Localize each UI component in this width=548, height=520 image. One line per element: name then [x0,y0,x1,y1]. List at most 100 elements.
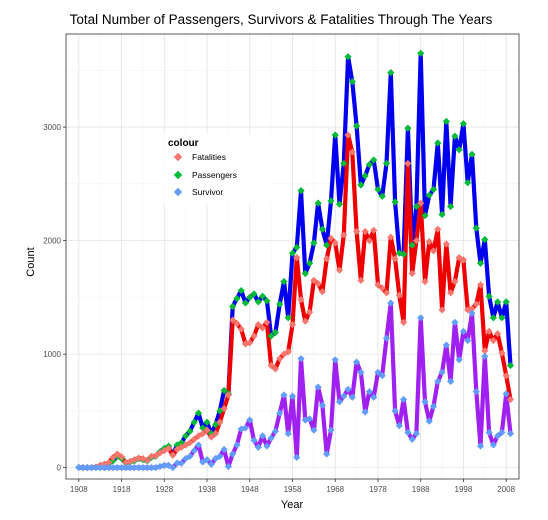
data-point-survivor [498,428,506,437]
data-point-fatalities [199,429,207,438]
data-point-survivor [105,464,113,472]
x-tick-label: 1938 [198,485,216,494]
data-point-survivor [335,398,344,406]
data-point-passengers [489,314,497,322]
data-point-fatalities [429,247,438,255]
data-point-passengers [391,198,399,206]
data-point-passengers [182,432,190,440]
data-point-passengers [263,297,271,305]
y-tick-label: 1000 [43,350,61,359]
data-point-fatalities [229,316,237,324]
data-point-passengers [327,197,335,205]
data-point-passengers [481,235,489,244]
data-point-fatalities [361,227,369,236]
data-point-fatalities [374,281,382,289]
data-point-fatalities [451,277,459,286]
data-point-fatalities [280,350,288,358]
data-point-fatalities [310,276,318,284]
data-point-survivor [117,464,126,472]
data-point-survivor [203,456,211,464]
data-point-fatalities [400,318,408,326]
data-point-passengers [498,314,506,322]
data-point-survivor [122,464,130,472]
data-point-survivor [408,435,416,443]
data-point-passengers [318,225,327,233]
data-point-passengers [374,185,382,194]
data-point-fatalities [246,339,254,347]
x-tick-label: 1968 [326,485,344,494]
data-point-passengers [425,191,433,199]
data-point-passengers [348,78,356,86]
data-point-passengers [276,300,284,308]
data-point-survivor [297,355,305,363]
data-point-passengers [250,290,258,298]
data-point-passengers [173,441,181,449]
data-point-passengers [361,172,369,180]
data-point-fatalities [438,306,446,314]
data-point-fatalities [147,452,156,460]
data-point-passengers [340,159,348,168]
x-tick-label: 1958 [284,485,302,494]
data-point-fatalities [365,237,374,245]
data-point-passengers [305,259,314,267]
data-point-fatalities [314,280,322,288]
data-point-passengers [459,120,468,128]
data-point-survivor [481,352,489,360]
axes: 1908 1918 1928 1938 1948 1958 1968 1978 1988 1998… [43,33,520,494]
data-point-fatalities [220,405,228,413]
data-point-survivor [421,398,429,406]
data-point-fatalities [323,255,331,263]
legend-key-passengers [173,170,183,180]
data-point-survivor [267,434,275,442]
data-point-passengers [199,424,207,432]
data-point-passengers [395,249,403,257]
data-point-fatalities [340,231,348,239]
data-point-survivor [310,426,318,434]
data-point-survivor [284,429,292,438]
data-point-survivor [434,377,442,385]
data-point-passengers [331,131,339,139]
data-point-passengers [344,53,352,61]
data-point-survivor [293,453,301,462]
data-point-survivor [323,450,331,458]
data-point-survivor [280,391,288,399]
data-point-fatalities [382,289,391,297]
data-point-passengers [258,292,267,300]
data-point-fatalities [494,330,502,338]
data-point-survivor [344,385,352,393]
legend-key-survivor [173,187,183,197]
data-point-fatalities [476,281,485,289]
data-point-survivor [288,392,297,400]
data-point-passengers [246,293,254,301]
data-point-survivor [472,387,480,396]
data-point-fatalities [455,254,463,262]
data-point-passengers [293,243,301,252]
data-point-fatalities [284,348,292,356]
data-point-passengers [194,409,203,417]
data-point-fatalities [434,225,442,233]
data-point-fatalities [263,318,271,326]
data-point-survivor [254,443,262,451]
x-tick-label: 1988 [412,485,430,494]
data-point-fatalities [258,324,267,332]
data-point-survivor [429,402,438,410]
legend-label-passengers: Passengers [192,170,237,180]
data-point-passengers [271,328,280,337]
data-point-survivor [271,427,280,435]
series-layer [75,49,515,472]
data-point-fatalities [408,269,416,278]
data-point-fatalities [417,199,425,207]
data-point-passengers [254,298,262,306]
data-point-fatalities [353,227,361,236]
data-point-fatalities [207,433,215,441]
y-tick-label: 3000 [43,123,61,132]
data-point-survivor [250,436,258,445]
data-point-fatalities [472,300,480,308]
data-point-fatalities [122,458,130,467]
data-point-fatalities [468,305,476,313]
data-point-passengers [476,259,485,267]
data-point-passengers [284,314,292,322]
data-point-survivor [340,392,348,400]
